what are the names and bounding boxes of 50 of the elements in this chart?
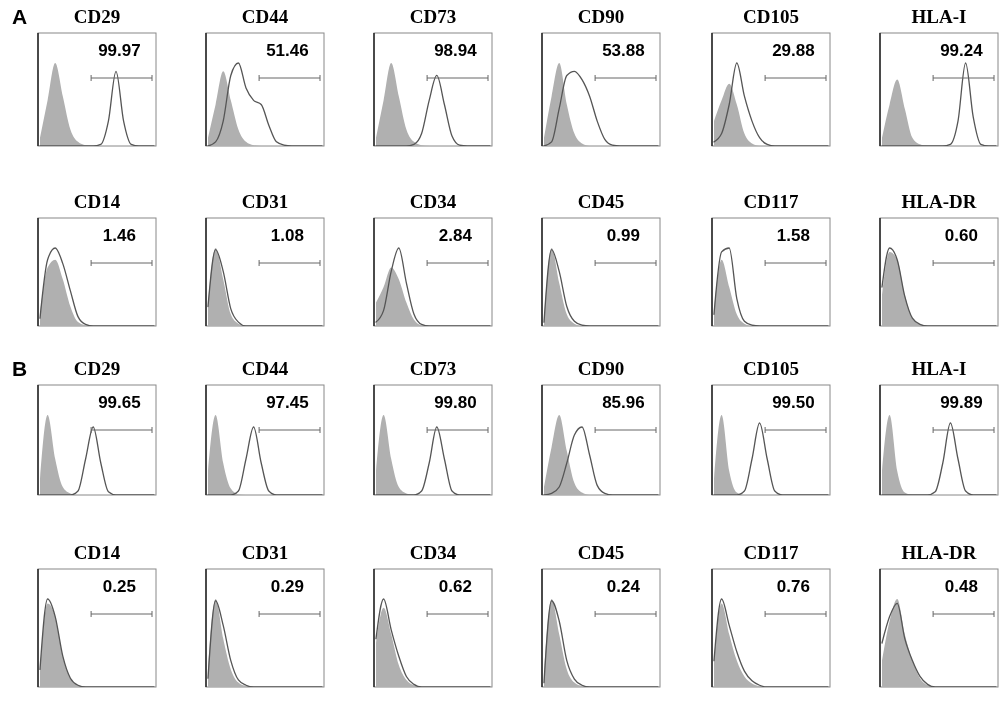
chart-title: CD14 [73, 191, 121, 212]
chart-title: CD31 [241, 542, 289, 563]
text: 0.24 [606, 577, 641, 596]
text: 99.80 [434, 393, 477, 412]
text: 1.08 [270, 226, 304, 245]
text: 0.60 [944, 226, 978, 245]
chart-title: CD90 [577, 358, 625, 379]
text: 1.46 [102, 226, 136, 245]
text: 85.96 [602, 393, 645, 412]
chart-title: CD44 [241, 358, 289, 379]
chart-title: CD45 [577, 542, 625, 563]
text: 0.48 [944, 577, 978, 596]
chart-title: CD117 [743, 191, 799, 212]
chart-title: HLA-DR [901, 542, 977, 563]
text: 98.94 [434, 41, 478, 60]
chart-title: CD14 [73, 542, 121, 563]
text: 0.29 [270, 577, 304, 596]
chart-title: HLA-DR [901, 191, 977, 212]
chart-title: CD105 [743, 358, 799, 379]
chart-title: CD90 [577, 6, 625, 27]
chart-title: CD34 [409, 191, 457, 212]
chart-title: CD73 [409, 6, 457, 27]
chart-title: CD29 [73, 358, 121, 379]
text: 99.50 [772, 393, 815, 412]
chart-title: CD73 [409, 358, 457, 379]
text: 97.45 [266, 393, 309, 412]
text: 99.24 [940, 41, 984, 60]
text: 29.88 [772, 41, 815, 60]
chart-title: CD117 [743, 542, 799, 563]
chart-title: CD34 [409, 542, 457, 563]
chart-title: CD44 [241, 6, 289, 27]
chart-subtitle: B [12, 357, 28, 380]
text: 99.97 [98, 41, 141, 60]
text: 53.88 [602, 41, 645, 60]
chart-title: CD31 [241, 191, 289, 212]
chart-subtitle: A [12, 5, 28, 28]
chart-title: CD29 [73, 6, 121, 27]
text: 51.46 [266, 41, 309, 60]
chart-title: CD45 [577, 191, 625, 212]
text: 0.25 [102, 577, 136, 596]
text: 1.58 [776, 226, 810, 245]
chart-title: CD105 [743, 6, 799, 27]
text: 0.76 [776, 577, 810, 596]
chart-title: HLA-I [911, 6, 967, 27]
text: 0.62 [438, 577, 472, 596]
text: 0.99 [606, 226, 640, 245]
chart-title: HLA-I [911, 358, 967, 379]
text: 2.84 [438, 226, 473, 245]
text: 99.89 [940, 393, 983, 412]
text: 99.65 [98, 393, 141, 412]
